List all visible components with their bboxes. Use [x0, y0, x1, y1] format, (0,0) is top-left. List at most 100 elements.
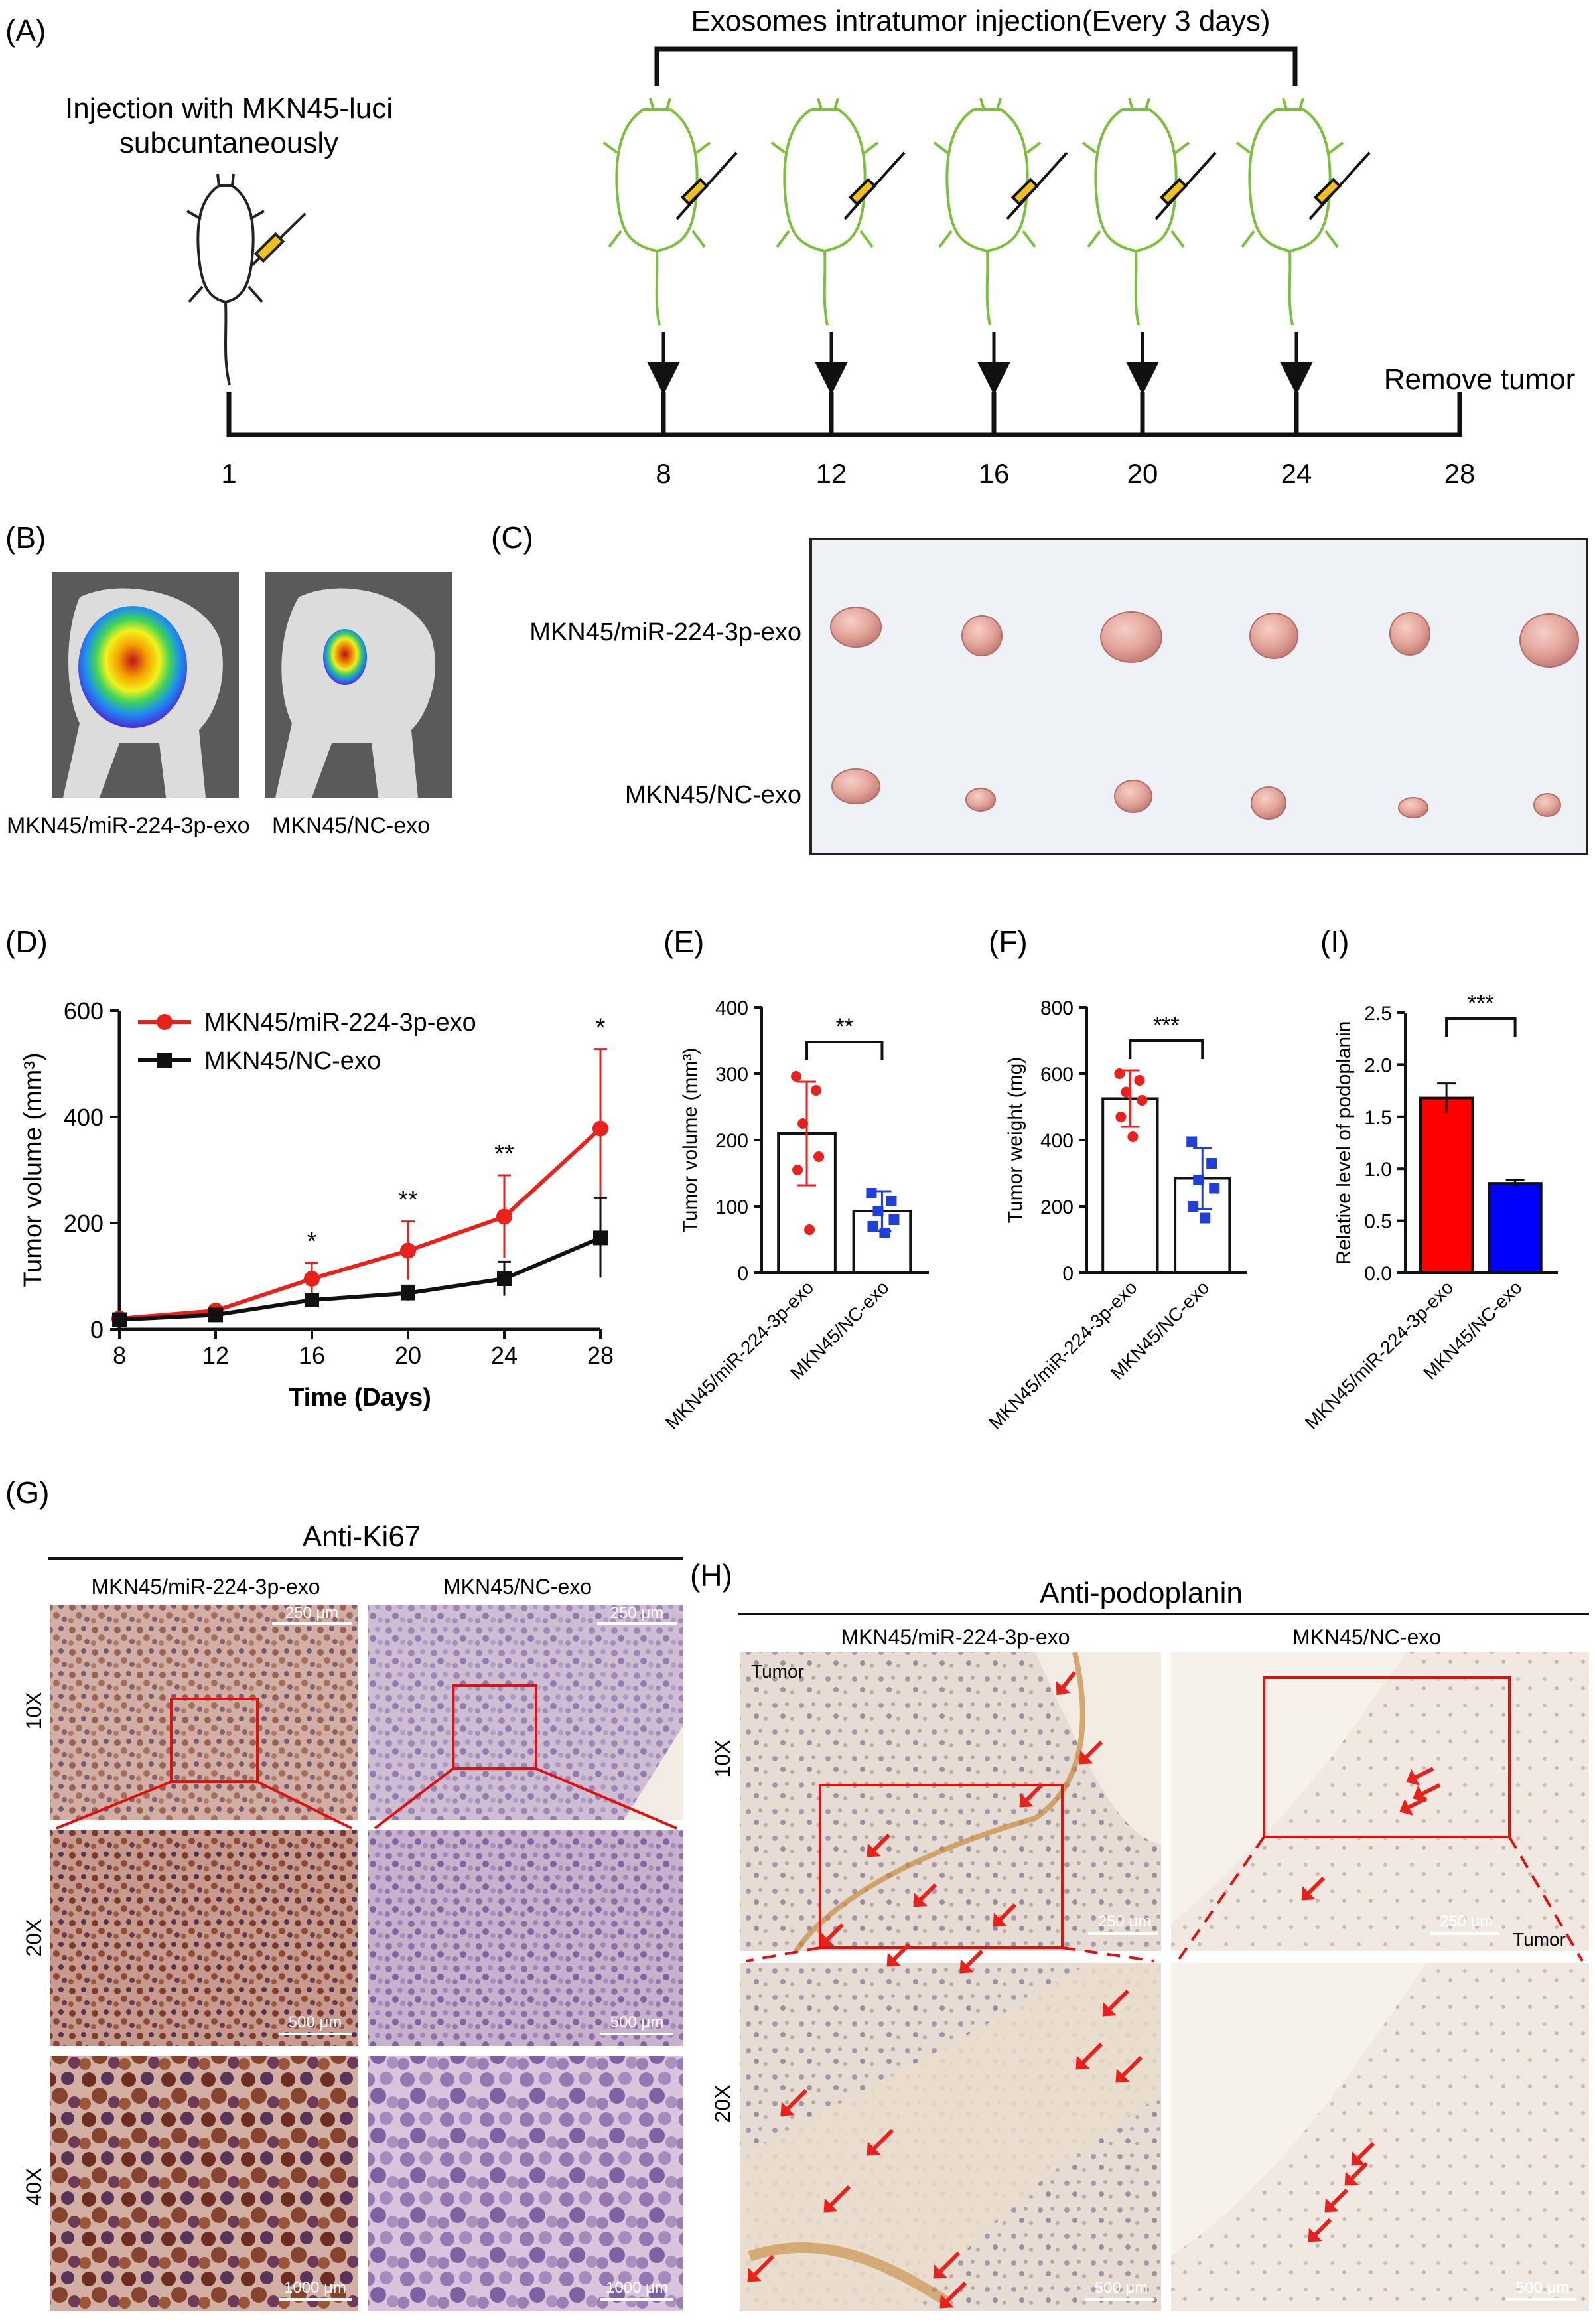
red-arrow-shaft: [1079, 2042, 1103, 2066]
tumors-nc: [831, 768, 1561, 820]
x-tick-label: 12: [202, 1342, 229, 1369]
red-arrow-icon: [933, 2264, 947, 2279]
podoplanin-scale-10x-nc: 250 μm: [1440, 1913, 1493, 1930]
podoplanin-tumor-label-nc: Tumor: [1513, 1929, 1566, 1950]
timeline-day-20: 20: [1127, 458, 1158, 489]
red-arrow-shaft: [824, 1923, 845, 1943]
ki67-scale-10x-nc: 250 μm: [610, 1604, 664, 1622]
x-tick-label: 20: [395, 1342, 421, 1369]
mouse-day8-icon: [602, 98, 738, 326]
panel-a: (A) Injection with MKN45-luci subcuntane…: [5, 5, 1575, 489]
series-line-1: [119, 1236, 602, 1322]
panel-c: (C) MKN45/miR-224-3p-exo MKN45/NC-exo: [491, 520, 1588, 855]
red-arrow-shaft: [870, 2128, 894, 2152]
red-arrow-icon: [823, 2198, 838, 2213]
chart-tumor-weight-bar: 0 200 400 600 800 Tumor weight (mg) MKN45/miR-…: [985, 997, 1247, 1433]
ki67-10x-mir-image: [50, 1605, 358, 1820]
panel-h-letter: (H): [690, 1558, 732, 1593]
red-arrow-icon: [1079, 1750, 1093, 1765]
series-line-0: [119, 1127, 602, 1321]
red-arrow-shaft: [1328, 2188, 1349, 2209]
red-arrow-shaft: [827, 2185, 851, 2209]
x-tick-label: 28: [587, 1342, 614, 1369]
data-point: [112, 1312, 127, 1327]
panel-g: (G) Anti-Ki67 MKN45/miR-224-3p-exo MKN45…: [5, 1475, 683, 2311]
data-point: [798, 1118, 809, 1129]
tumors-mir: [830, 607, 1579, 668]
ivis-label-mir: MKN45/miR-224-3p-exo: [7, 813, 250, 838]
data-point: [1137, 1095, 1148, 1106]
y-tick-label: 200: [715, 1130, 748, 1152]
panel-b-letter: (B): [5, 520, 46, 555]
ki67-scale-20x-mir: 500 μm: [289, 2013, 342, 2031]
red-arrow-shaft: [1412, 1767, 1434, 1780]
red-arrow-icon: [1301, 1886, 1316, 1901]
data-point: [1115, 1112, 1127, 1122]
timeline-day-16: 16: [979, 458, 1010, 489]
data-point: [496, 1208, 512, 1225]
mouse-day20-icon: [1081, 98, 1217, 326]
ki67-mag-20x: 20X: [22, 1919, 46, 1957]
tumor-photo: [809, 538, 1588, 855]
y-tick-label: 600: [64, 997, 104, 1025]
ki67-scale-40x-nc: 1000 μm: [606, 2279, 668, 2297]
mouse-day12-icon: [770, 98, 906, 326]
data-point: [1209, 1183, 1220, 1194]
ivis-image-nc: [265, 572, 452, 798]
data-point: [400, 1242, 416, 1259]
ki67-20x-nc-image: [368, 1830, 683, 2046]
ki67-scale-10x-mir: 250 μm: [285, 1604, 339, 1622]
red-arrow-icon: [747, 2268, 762, 2282]
legend-marker: [157, 1053, 172, 1068]
significance-bracket: [805, 1041, 884, 1060]
significance-mark: **: [398, 1187, 418, 1214]
panel-i-letter: (I): [1320, 924, 1349, 959]
y-tick-label: 400: [1040, 1130, 1074, 1152]
significance-bracket: [1445, 1017, 1517, 1037]
red-arrow-shaft: [943, 2281, 967, 2305]
red-arrow-shaft: [1419, 1783, 1441, 1797]
panel-a-letter: (A): [5, 13, 46, 48]
data-point: [593, 1230, 608, 1246]
chart-tumor-volume-time: 8 12 16 20 24 28 0 200 400 600 Time (Days) Tumor vo…: [19, 997, 614, 1412]
red-arrow-shaft: [1106, 1989, 1130, 2013]
red-arrow-icon: [1406, 1769, 1420, 1786]
red-arrow-shaft: [917, 1883, 937, 1903]
red-arrow-icon: [820, 1932, 835, 1947]
data-point: [791, 1071, 802, 1082]
y-tick-label: 200: [1040, 1197, 1074, 1218]
red-arrow-shaft: [1312, 2218, 1332, 2238]
data-point: [866, 1188, 877, 1198]
timeline-day-1: 1: [221, 458, 236, 489]
red-arrow-shaft: [1355, 2142, 1375, 2162]
y-tick-label: 200: [64, 1210, 104, 1237]
podoplanin-tumor-label-mir: Tumor: [751, 1661, 804, 1682]
category-label: MKN45/miR-224-3p-exo: [661, 1277, 817, 1433]
red-arrow-icon: [1056, 1681, 1071, 1696]
y-tick-label: 0.5: [1364, 1211, 1392, 1233]
data-point: [401, 1285, 415, 1301]
significance-mark: **: [494, 1140, 514, 1168]
x-axis-label: Time (Days): [289, 1384, 431, 1412]
red-arrow-icon: [939, 2294, 954, 2309]
significance-mark: *: [596, 1014, 606, 1042]
data-point: [497, 1271, 512, 1286]
podoplanin-title: Anti-podoplanin: [1040, 1577, 1243, 1609]
bar: [1419, 1096, 1474, 1275]
data-point: [888, 1214, 900, 1225]
panel-f-letter: (F): [989, 924, 1028, 959]
ki67-zoom-box-mir: [170, 1698, 259, 1783]
data-point: [208, 1307, 223, 1323]
y-tick-label: 0: [737, 1263, 748, 1285]
podoplanin-col-mir: MKN45/miR-224-3p-exo: [841, 1625, 1070, 1649]
panel-f: (F) 0 200 400 600 800 Tumor weight (mg) MKN45/…: [985, 924, 1247, 1433]
y-tick-label: 0: [1062, 1263, 1074, 1285]
ki67-zoom-box-nc: [452, 1684, 537, 1770]
red-arrow-icon: [1019, 1793, 1034, 1808]
y-tick-label: 400: [715, 997, 748, 1019]
significance-mark: ***: [1468, 991, 1494, 1016]
x-tick-label: 8: [113, 1342, 126, 1369]
podoplanin-scale-20x-mir: 500 μm: [1095, 2279, 1148, 2297]
timeline-day-28: 28: [1444, 458, 1476, 489]
significance-bracket: [1129, 1039, 1204, 1059]
